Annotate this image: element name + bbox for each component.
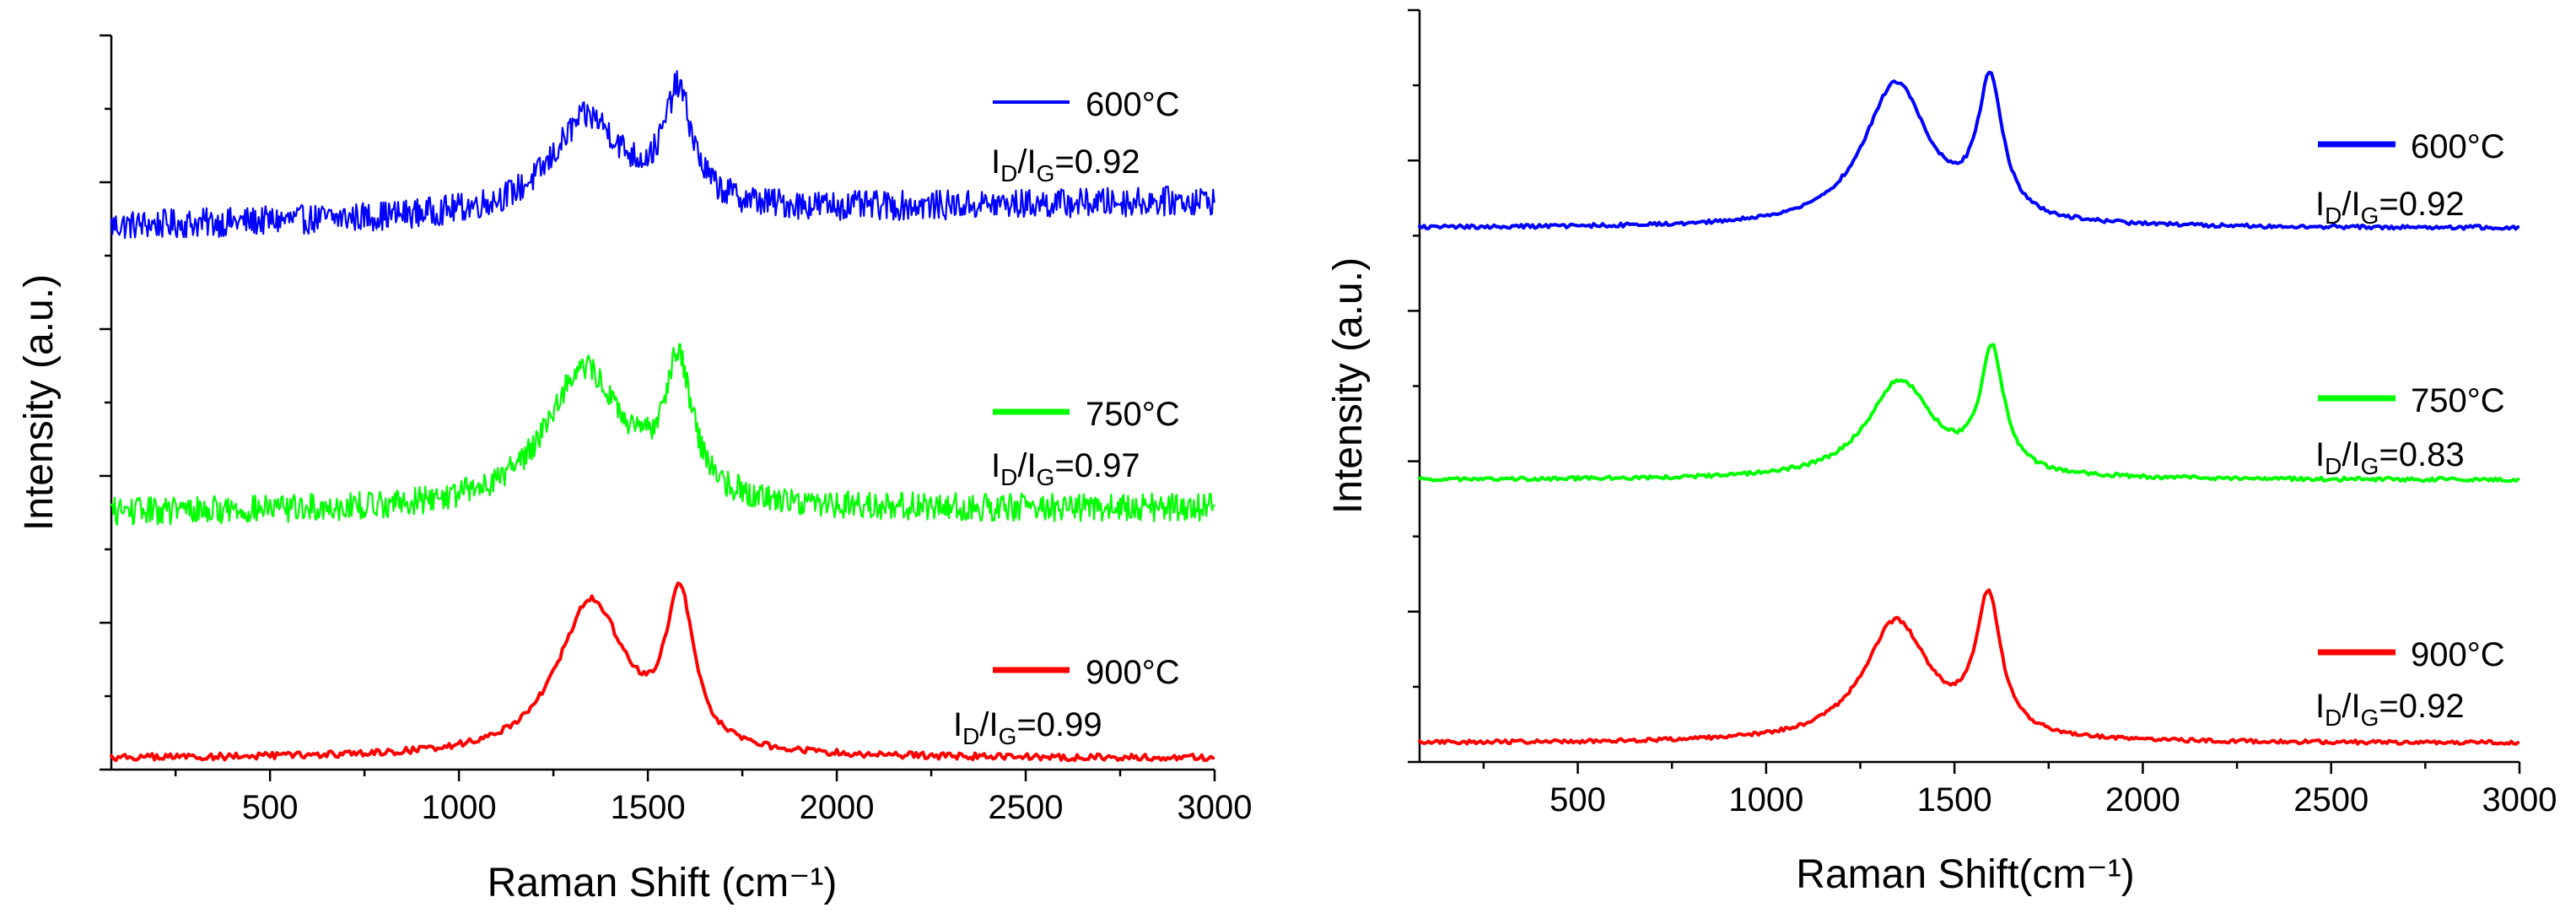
left-x-tick-label: 2000 xyxy=(800,789,875,826)
right-x-tick-label: 500 xyxy=(1549,781,1606,819)
right-ratio-part: D xyxy=(2325,203,2342,229)
left-x-ticks: 500 1000 1500 2000 2500 3000 xyxy=(174,770,1253,826)
left-x-tick-label: 2500 xyxy=(989,789,1064,826)
right-ratio-part: =0.83 xyxy=(2379,436,2464,473)
right-ratio-part: G xyxy=(2361,705,2379,731)
left-legend-label-1: 750°C xyxy=(1086,396,1180,433)
left-x-tick-label: 500 xyxy=(242,789,299,826)
left-series-1-curve xyxy=(110,343,1215,526)
right-ratio-label-2: ID/IG=0.92 xyxy=(2315,688,2465,731)
left-ratio-part: /I xyxy=(1017,143,1036,181)
left-ratio-part: G xyxy=(999,723,1017,749)
left-legend: 600°CID/IG=0.92750°CID/IG=0.97900°CID/IG… xyxy=(953,86,1180,749)
left-y-ticks xyxy=(100,34,111,771)
right-series-1-curve xyxy=(1418,343,2520,484)
right-legend: 600°CID/IG=0.92750°CID/IG=0.83900°CID/IG… xyxy=(2315,128,2505,731)
right-legend-label-2: 900°C xyxy=(2411,636,2505,673)
left-ratio-part: G xyxy=(1037,160,1055,186)
right-legend-label-1: 750°C xyxy=(2411,382,2505,419)
left-ratio-part: =0.97 xyxy=(1054,447,1140,484)
right-series xyxy=(1418,70,2520,746)
left-ratio-part: /I xyxy=(1017,447,1036,484)
left-ratio-part: G xyxy=(1037,464,1055,490)
left-x-tick-label: 3000 xyxy=(1178,789,1253,826)
right-ratio-part: /I xyxy=(2342,186,2360,223)
left-ratio-label-2: ID/IG=0.99 xyxy=(953,706,1102,749)
right-x-tick-label: 1500 xyxy=(1917,781,1992,819)
right-legend-label-0: 600°C xyxy=(2411,128,2505,165)
left-y-axis-title: Intensity (a.u.) xyxy=(17,274,62,531)
left-ratio-part: =0.92 xyxy=(1054,143,1140,181)
right-x-tick-label: 3000 xyxy=(2482,781,2557,819)
right-x-tick-label: 2500 xyxy=(2293,781,2369,819)
right-y-ticks xyxy=(1408,8,1420,764)
right-ratio-part: /I xyxy=(2342,688,2360,725)
left-ratio-part: D xyxy=(1000,464,1017,490)
right-x-ticks: 500 1000 1500 2000 2500 3000 xyxy=(1482,762,2557,819)
right-ratio-part: =0.92 xyxy=(2379,186,2464,223)
right-x-tick-label: 2000 xyxy=(2105,781,2180,819)
right-x-tick-label: 1000 xyxy=(1728,781,1803,819)
right-ratio-part: I xyxy=(2315,186,2325,223)
left-x-tick-label: 1000 xyxy=(422,789,497,826)
right-ratio-part: /I xyxy=(2342,436,2360,473)
right-ratio-part: D xyxy=(2325,453,2342,479)
left-ratio-part: D xyxy=(1000,160,1017,186)
left-legend-label-2: 900°C xyxy=(1086,654,1180,691)
left-legend-label-0: 600°C xyxy=(1086,86,1180,123)
left-chart-panel: 500 1000 1500 2000 2500 3000 600°CID/IG=0.927… xyxy=(17,34,1253,905)
right-ratio-label-0: ID/IG=0.92 xyxy=(2315,186,2465,229)
left-series xyxy=(110,70,1215,763)
right-x-axis-title: Raman Shift(cm⁻¹) xyxy=(1796,852,2134,897)
left-ratio-part: /I xyxy=(979,706,998,743)
left-x-axis-title: Raman Shift (cm⁻¹) xyxy=(488,861,838,905)
right-ratio-part: G xyxy=(2361,203,2379,229)
left-ratio-part: =0.99 xyxy=(1016,706,1102,743)
right-y-axis-title: Intensity (a.u.) xyxy=(1326,257,1371,514)
left-ratio-label-0: ID/IG=0.92 xyxy=(991,143,1140,186)
right-ratio-part: I xyxy=(2315,688,2325,725)
left-ratio-label-1: ID/IG=0.97 xyxy=(991,447,1140,490)
right-ratio-part: I xyxy=(2315,436,2325,473)
left-ratio-part: D xyxy=(962,723,979,749)
left-x-tick-label: 1500 xyxy=(611,789,686,826)
left-ratio-part: I xyxy=(991,447,1000,484)
right-ratio-part: D xyxy=(2325,705,2342,731)
left-series-0-curve xyxy=(110,70,1215,240)
right-chart-panel: 500 1000 1500 2000 2500 3000 600°CID/IG=0.927… xyxy=(1326,8,2557,897)
right-series-2-curve xyxy=(1418,588,2520,746)
left-ratio-part: I xyxy=(991,143,1000,181)
right-ratio-part: G xyxy=(2361,453,2379,479)
right-ratio-label-1: ID/IG=0.83 xyxy=(2315,436,2465,479)
left-ratio-part: I xyxy=(953,706,962,743)
right-series-0-curve xyxy=(1418,70,2520,231)
right-ratio-part: =0.92 xyxy=(2379,688,2464,725)
left-series-2-curve xyxy=(110,581,1215,763)
